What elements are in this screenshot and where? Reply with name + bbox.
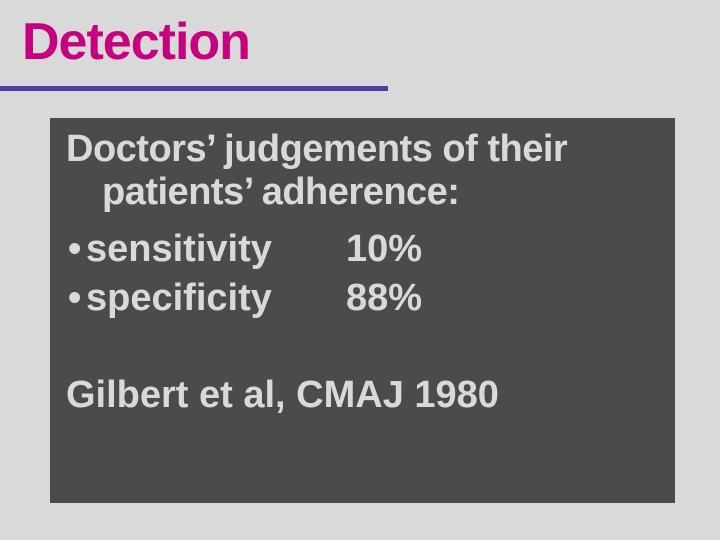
- bullet-icon: •: [66, 225, 86, 274]
- content-panel: Doctors’ judgements of their patients’ a…: [50, 118, 675, 503]
- list-item: • specificity 88%: [66, 274, 659, 323]
- title-underline: [0, 86, 388, 91]
- bullet-icon: •: [66, 274, 86, 323]
- bullet-list: • sensitivity 10% • specificity 88%: [66, 225, 659, 322]
- list-item: • sensitivity 10%: [66, 225, 659, 274]
- metric-value: 88%: [346, 274, 466, 323]
- citation: Gilbert et al, CMAJ 1980: [66, 374, 659, 417]
- metric-label: specificity: [86, 274, 346, 323]
- slide-title: Detection: [22, 12, 250, 72]
- headline-line-1: Doctors’ judgements of their: [66, 128, 567, 170]
- headline: Doctors’ judgements of their patients’ a…: [66, 128, 659, 213]
- headline-line-2: patients’ adherence:: [66, 171, 659, 214]
- slide: Detection Doctors’ judgements of their p…: [0, 0, 720, 540]
- metric-value: 10%: [346, 225, 466, 274]
- metric-label: sensitivity: [86, 225, 346, 274]
